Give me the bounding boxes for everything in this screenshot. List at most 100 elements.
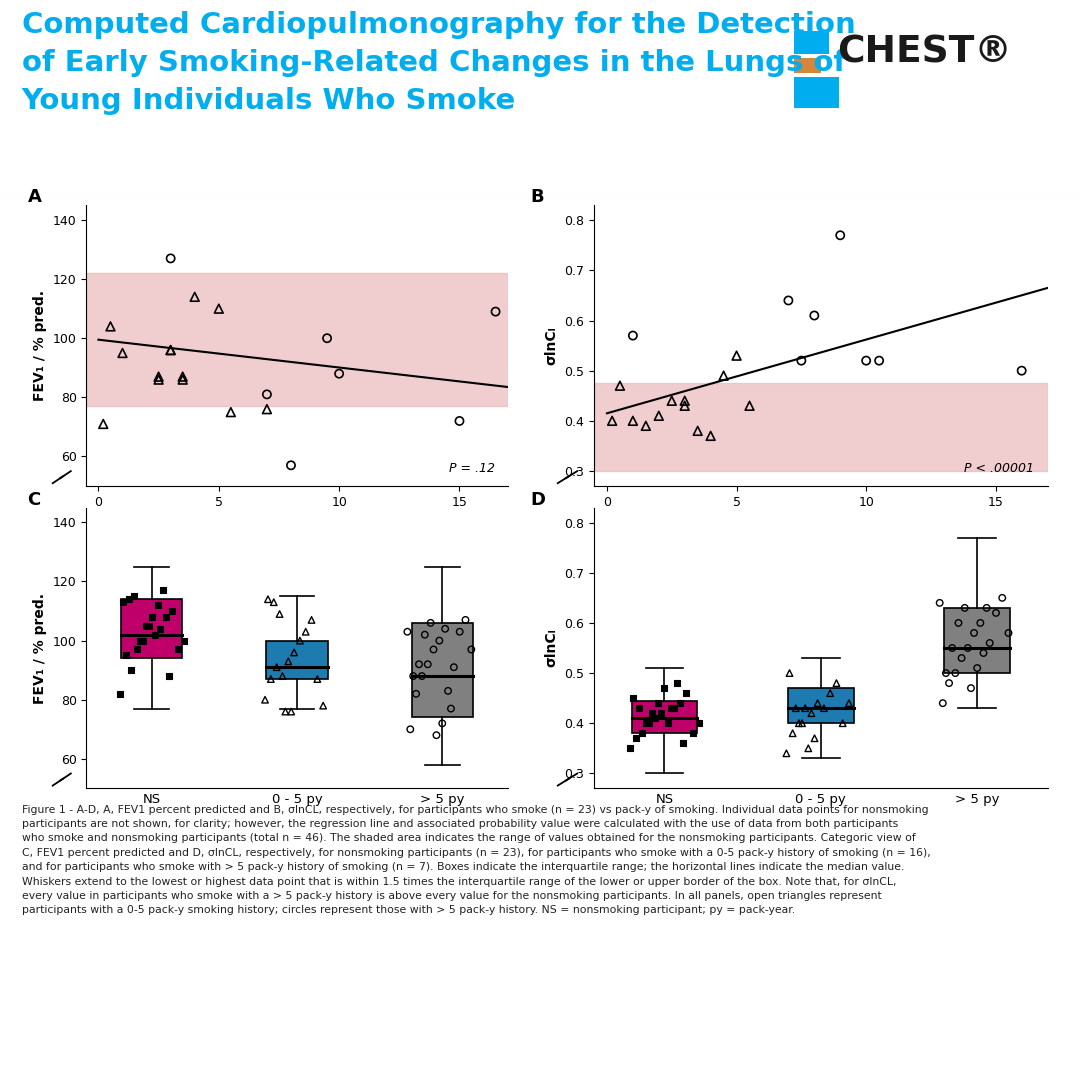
Point — [802, 704, 820, 721]
Point — [672, 694, 689, 712]
Point — [407, 685, 424, 702]
Point — [931, 594, 948, 611]
FancyBboxPatch shape — [944, 608, 1010, 673]
Point — [428, 727, 445, 744]
Point — [280, 652, 297, 670]
Point — [120, 591, 137, 608]
Point — [405, 667, 422, 685]
Point — [956, 599, 973, 617]
Point — [436, 620, 454, 637]
Point — [815, 700, 833, 717]
Point — [285, 644, 302, 661]
Point — [154, 582, 172, 599]
Point — [690, 715, 707, 732]
Point — [431, 632, 448, 649]
Point — [689, 422, 706, 440]
Text: D: D — [530, 490, 545, 509]
Point — [314, 697, 332, 714]
Point — [117, 647, 134, 664]
Point — [624, 689, 642, 706]
Text: C: C — [27, 490, 41, 509]
Point — [140, 617, 158, 634]
Point — [144, 608, 161, 625]
FancyBboxPatch shape — [267, 640, 327, 679]
Text: B: B — [530, 188, 544, 206]
Point — [611, 377, 629, 394]
Point — [487, 303, 504, 321]
Point — [637, 417, 654, 434]
Point — [702, 428, 719, 445]
Point — [186, 288, 203, 306]
Point — [170, 640, 187, 658]
Point — [132, 632, 149, 649]
Point — [962, 679, 980, 697]
FancyBboxPatch shape — [794, 58, 821, 73]
Point — [309, 671, 326, 688]
Point — [414, 667, 431, 685]
Point — [949, 615, 967, 632]
Point — [975, 645, 993, 662]
Bar — [594, 383, 1048, 471]
Point — [114, 594, 132, 611]
Point — [162, 249, 179, 267]
Text: CHEST®: CHEST® — [837, 35, 1012, 70]
FancyBboxPatch shape — [794, 30, 829, 54]
Point — [669, 674, 686, 692]
Point — [677, 685, 694, 702]
Point — [621, 740, 638, 757]
Point — [944, 639, 961, 657]
Point — [158, 608, 175, 625]
Text: P < .00001: P < .00001 — [964, 462, 1034, 475]
Point — [634, 725, 651, 742]
FancyBboxPatch shape — [411, 623, 473, 717]
Point — [95, 416, 112, 433]
Point — [834, 715, 851, 732]
Y-axis label: σlnCₗ: σlnCₗ — [544, 629, 558, 667]
Point — [624, 327, 642, 345]
Point — [684, 725, 701, 742]
Point — [604, 413, 621, 430]
Point — [778, 745, 795, 762]
Point — [656, 679, 673, 697]
Point — [663, 392, 680, 409]
Point — [799, 740, 816, 757]
Text: P = .12: P = .12 — [449, 462, 495, 475]
Point — [445, 659, 462, 676]
Point — [129, 640, 146, 658]
Point — [646, 710, 663, 727]
Point — [174, 370, 191, 388]
Point — [947, 664, 964, 681]
Point — [640, 715, 658, 732]
Point — [969, 660, 986, 677]
Point — [150, 370, 167, 388]
Point — [652, 704, 670, 721]
Point — [953, 649, 970, 666]
Point — [858, 352, 875, 369]
Point — [972, 615, 989, 632]
Point — [111, 685, 129, 702]
X-axis label: Pack years: Pack years — [255, 514, 339, 528]
Point — [149, 596, 166, 613]
Point — [174, 368, 191, 386]
Point — [806, 730, 823, 747]
Point — [440, 683, 457, 700]
Point — [649, 694, 666, 712]
Point — [665, 700, 683, 717]
Point — [150, 368, 167, 386]
Point — [1013, 362, 1030, 379]
FancyBboxPatch shape — [632, 701, 698, 733]
Point — [451, 623, 469, 640]
Point — [791, 715, 808, 732]
Point — [256, 691, 273, 708]
Bar — [86, 273, 508, 406]
Point — [966, 624, 983, 642]
Point — [433, 715, 450, 732]
Point — [271, 606, 288, 623]
Point — [822, 685, 839, 702]
Point — [416, 626, 433, 644]
Point — [781, 664, 798, 681]
Point — [258, 401, 275, 418]
Point — [627, 730, 645, 747]
Point — [784, 725, 801, 742]
Point — [462, 640, 480, 658]
